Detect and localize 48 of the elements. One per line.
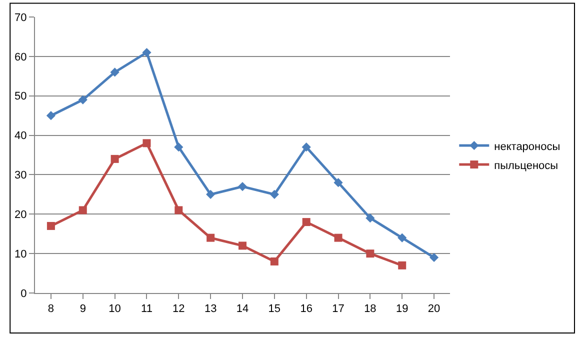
point <box>110 68 120 77</box>
x-tick-label: 14 <box>236 303 249 316</box>
legend-label: нектароносы <box>494 140 560 153</box>
x-tick-label: 10 <box>108 303 121 316</box>
point <box>302 142 311 152</box>
y-tick-label: 10 <box>14 248 27 260</box>
point <box>46 111 56 120</box>
point <box>46 222 55 230</box>
point <box>398 261 406 270</box>
x-tick-label: 19 <box>396 303 408 316</box>
point <box>270 190 279 199</box>
y-tick-label: 50 <box>14 90 27 103</box>
point <box>142 48 152 58</box>
x-tick-label: 18 <box>364 303 376 316</box>
y-tick-label: 60 <box>14 51 27 64</box>
point <box>238 182 248 192</box>
legend-label: пыльценосы <box>494 160 558 172</box>
point <box>270 257 278 266</box>
point <box>206 190 216 199</box>
x-tick-label: 11 <box>141 303 152 316</box>
point <box>398 233 407 242</box>
point <box>334 234 342 242</box>
point <box>174 142 184 152</box>
point <box>206 234 215 242</box>
x-tick-label: 13 <box>204 303 217 316</box>
point <box>142 139 151 148</box>
x-tick-label: 12 <box>172 303 185 316</box>
point <box>334 178 343 188</box>
y-tick-label: 20 <box>14 208 27 221</box>
point <box>429 252 439 262</box>
x-tick-label: 9 <box>80 303 86 316</box>
x-tick-label: 15 <box>268 303 281 316</box>
x-tick-label: 16 <box>300 303 312 316</box>
point <box>174 206 183 214</box>
point <box>110 154 119 163</box>
x-tick-label: 20 <box>428 303 440 316</box>
y-tick-label: 40 <box>14 130 27 142</box>
point <box>366 250 374 258</box>
point <box>78 95 88 104</box>
y-tick-label: 70 <box>14 12 27 24</box>
y-tick-label: 0 <box>20 288 27 300</box>
x-tick-label: 8 <box>48 303 54 316</box>
point <box>302 218 310 226</box>
point <box>238 242 246 250</box>
x-tick-label: 17 <box>332 303 344 316</box>
y-tick-label: 30 <box>14 170 27 182</box>
point <box>78 206 87 214</box>
point <box>366 214 375 223</box>
